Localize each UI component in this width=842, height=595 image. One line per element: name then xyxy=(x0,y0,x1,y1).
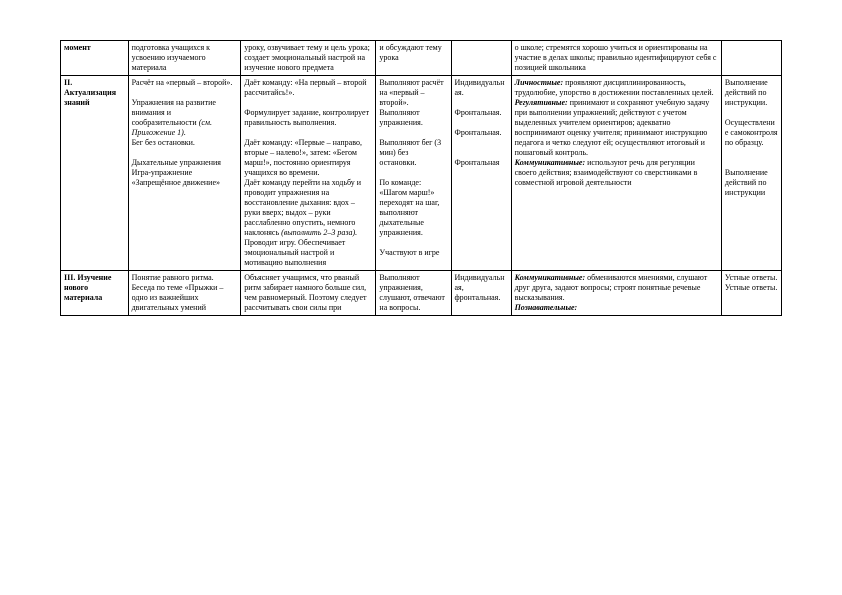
cell-student-activity: Выполняют расчёт на «первый – второй». В… xyxy=(376,76,451,271)
cell-student-activity: Выполняют упражнения, слушают, отвечают … xyxy=(376,271,451,316)
cell-task: Расчёт на «первый – второй». Упражнения … xyxy=(128,76,241,271)
cell-uud: Коммуникативные: обмениваются мнениями, … xyxy=(511,271,721,316)
cell-task: подготовка учащихся к усвоению изучаемог… xyxy=(128,41,241,76)
table-row: II. Актуализация знаний Расчёт на «первы… xyxy=(61,76,782,271)
cell-control: Устные ответы. Устные ответы. xyxy=(721,271,781,316)
cell-control xyxy=(721,41,781,76)
cell-control: Выполнение действий по инструкции. Осуще… xyxy=(721,76,781,271)
cell-form: Индивидуальная. Фронтальная. Фронтальная… xyxy=(451,76,511,271)
cell-form xyxy=(451,41,511,76)
cell-teacher-activity: Объясняет учащимся, что рваный ритм заби… xyxy=(241,271,376,316)
cell-teacher-activity: Даёт команду: «На первый – второй рассчи… xyxy=(241,76,376,271)
table-row: III. Изучение нового материала Понятие р… xyxy=(61,271,782,316)
cell-uud: Личностные: проявляют дисциплинированнос… xyxy=(511,76,721,271)
cell-task: Понятие равного ритма. Беседа по теме «П… xyxy=(128,271,241,316)
cell-uud: о школе; стремятся хорошо учиться и орие… xyxy=(511,41,721,76)
cell-teacher-activity: уроку, озвучивает тему и цель урока; соз… xyxy=(241,41,376,76)
table-row: момент подготовка учащихся к усвоению из… xyxy=(61,41,782,76)
cell-stage: II. Актуализация знаний xyxy=(61,76,129,271)
lesson-plan-table: момент подготовка учащихся к усвоению из… xyxy=(60,40,782,316)
cell-stage: III. Изучение нового материала xyxy=(61,271,129,316)
cell-student-activity: и обсуждают тему урока xyxy=(376,41,451,76)
cell-form: Индивидуальная, фронтальная. xyxy=(451,271,511,316)
cell-stage: момент xyxy=(61,41,129,76)
